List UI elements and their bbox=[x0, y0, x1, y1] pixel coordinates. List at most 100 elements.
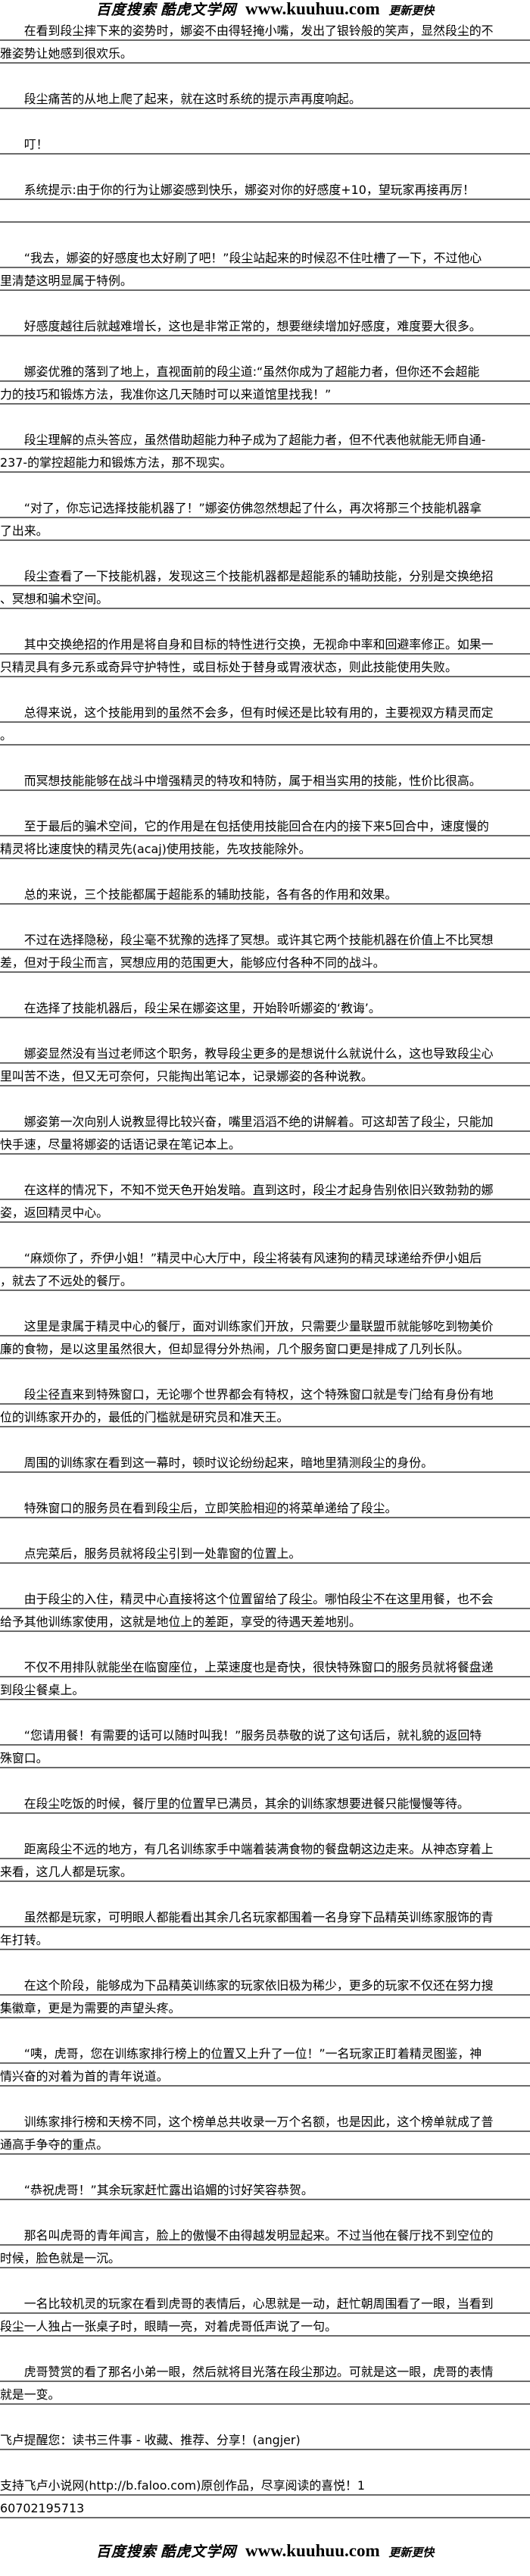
banner-site-name: 酷虎文学网 bbox=[161, 2543, 237, 2560]
text-line: 姿，返回精灵中心。 bbox=[0, 1200, 530, 1223]
paragraph: 特殊窗口的服务员在看到段尘后，立即笑脸相迎的将菜单递给了段尘。 bbox=[0, 1496, 530, 1518]
paragraph: 总的来说，三个技能都属于超能系的辅助技能，各有各的作用和效果。 bbox=[0, 882, 530, 905]
text-line: 这里是隶属于精灵中心的餐厅，面对训练家们开放，只需要少量联盟币就能够吃到物美价 bbox=[0, 1314, 530, 1336]
text-line: 飞卢提醒您：读书三件事 - 收藏、推荐、分享！(angjer) bbox=[0, 2428, 530, 2450]
paragraph: 总得来说，这个技能用到的虽然不会多，但有时候还是比较有用的，主要视双方精灵而定。 bbox=[0, 700, 530, 746]
text-line: “恭祝虎哥！”其余玩家赶忙露出谄媚的讨好笑容恭贺。 bbox=[0, 2177, 530, 2200]
paragraph: 虽然都是玩家，可明眼人都能看出其余几名玩家都围着一名身穿下品精英训练家服饰的青年… bbox=[0, 1905, 530, 1950]
text-line: “您请用餐！有需要的话可以随时叫我！”服务员恭敬的说了这句话后，就礼貌的返回特 bbox=[0, 1723, 530, 1746]
banner-slogan: 更新更快 bbox=[388, 4, 435, 17]
text-line: 娜姿第一次向别人说教显得比较兴奋，嘴里滔滔不绝的讲解着。可这却苦了段尘，只能加 bbox=[0, 1109, 530, 1132]
paragraph: “我去，娜姿的好感度也太好刷了吧！”段尘站起来的时候忍不住吐槽了一下，不过他心里… bbox=[0, 245, 530, 291]
text-line: 虽然都是玩家，可明眼人都能看出其余几名玩家都围着一名身穿下品精英训练家服饰的青 bbox=[0, 1905, 530, 1927]
text-line: 了出来。 bbox=[0, 518, 530, 541]
site-banner-bottom: 百度搜索 酷虎文学网 www.kuuhuu.com 更新更快 bbox=[0, 2541, 530, 2561]
paragraph: 叮！ bbox=[0, 132, 530, 155]
paragraph: 由于段尘的入住，精灵中心直接将这个位置留给了段尘。哪怕段尘不在这里用餐，也不会给… bbox=[0, 1587, 530, 1632]
text-line: 、冥想和骗术空间。 bbox=[0, 586, 530, 609]
text-line: “我去，娜姿的好感度也太好刷了吧！”段尘站起来的时候忍不住吐槽了一下，不过他心 bbox=[0, 245, 530, 268]
text-line: 在看到段尘摔下来的姿势时，娜姿不由得轻掩小嘴，发出了银铃般的笑声，显然段尘的不 bbox=[0, 18, 530, 41]
paragraph: 其中交换绝招的作用是将自身和目标的特性进行交换，无视命中率和回避率修正。如果一只… bbox=[0, 632, 530, 677]
text-line: 在段尘吃饭的时候，餐厅里的位置早已满员，其余的训练家想要进餐只能慢慢等待。 bbox=[0, 1791, 530, 1814]
text-line: 叮！ bbox=[0, 132, 530, 155]
text-line: 特殊窗口的服务员在看到段尘后，立即笑脸相迎的将菜单递给了段尘。 bbox=[0, 1496, 530, 1518]
text-line: 快手速，尽量将娜姿的话语记录在笔记本上。 bbox=[0, 1132, 530, 1155]
paragraph: “恭祝虎哥！”其余玩家赶忙露出谄媚的讨好笑容恭贺。 bbox=[0, 2177, 530, 2200]
text-line: “咦，虎哥，您在训练家排行榜上的位置又上升了一位！”一名玩家正盯着精灵图鉴，神 bbox=[0, 2041, 530, 2064]
chapter-content: 在看到段尘摔下来的姿势时，娜姿不由得轻掩小嘴，发出了银铃般的笑声，显然段尘的不雅… bbox=[0, 18, 530, 2518]
text-line: 力的技巧和锻炼方法，我准你这几天随时可以来道馆里找我！” bbox=[0, 382, 530, 405]
paragraph: 在选择了技能机器后，段尘呆在娜姿这里，开始聆听娜姿的‘教诲’。 bbox=[0, 996, 530, 1018]
text-line: 集徽章，更是为需要的声望头疼。 bbox=[0, 1996, 530, 2018]
banner-site-url[interactable]: www.kuuhuu.com bbox=[245, 0, 380, 18]
text-line: 娜姿显然没有当过老师这个职务，教导段尘更多的是想说什么就说什么，这也导致段尘心 bbox=[0, 1041, 530, 1064]
paragraph: 娜姿优雅的落到了地上，直视面前的段尘道:“虽然你成为了超能力者，但你还不会超能力… bbox=[0, 359, 530, 405]
text-line: “对了，你忘记选择技能机器了！”娜姿仿佛忽然想起了什么，再次将那三个技能机器拿 bbox=[0, 496, 530, 518]
text-line: 段尘痛苦的从地上爬了起来，就在这时系统的提示声再度响起。 bbox=[0, 86, 530, 109]
text-line: 不过在选择隐秘，段尘毫不犹豫的选择了冥想。或许其它两个技能机器在价值上不比冥想 bbox=[0, 927, 530, 950]
site-banner-top: 百度搜索 酷虎文学网 www.kuuhuu.com 更新更快 bbox=[0, 0, 530, 18]
paragraph: 点完菜后，服务员就将段尘引到一处靠窗的位置上。 bbox=[0, 1541, 530, 1564]
paragraph: 不过在选择隐秘，段尘毫不犹豫的选择了冥想。或许其它两个技能机器在价值上不比冥想差… bbox=[0, 927, 530, 973]
text-line: 60702195713 bbox=[0, 2496, 530, 2518]
text-line: 段尘查看了一下技能机器，发现这三个技能机器都是超能系的辅助技能，分别是交换绝招 bbox=[0, 564, 530, 586]
paragraph: 虎哥赞赏的看了那名小弟一眼，然后就将目光落在段尘那边。可就是这一眼，虎哥的表情就… bbox=[0, 2359, 530, 2405]
text-line: 廉的食物，是以这里虽然很大，但却显得分外热闹，几个服务窗口更是排成了几列长队。 bbox=[0, 1336, 530, 1359]
paragraph: 段尘查看了一下技能机器，发现这三个技能机器都是超能系的辅助技能，分别是交换绝招、… bbox=[0, 564, 530, 609]
paragraph: 在段尘吃饭的时候，餐厅里的位置早已满员，其余的训练家想要进餐只能慢慢等待。 bbox=[0, 1791, 530, 1814]
text-line bbox=[0, 200, 530, 223]
text-line: 总的来说，三个技能都属于超能系的辅助技能，各有各的作用和效果。 bbox=[0, 882, 530, 905]
text-line: 给予其他训练家使用，这就是地位上的差距，享受的待遇天差地别。 bbox=[0, 1609, 530, 1632]
text-line: 就是一变。 bbox=[0, 2382, 530, 2405]
paragraph: 在这样的情况下，不知不觉天色开始发暗。直到这时，段尘才起身告别依旧兴致勃勃的娜姿… bbox=[0, 1177, 530, 1223]
text-line: 点完菜后，服务员就将段尘引到一处靠窗的位置上。 bbox=[0, 1541, 530, 1564]
text-line: 差，但对于段尘而言，冥想应用的范围更大，能够应付各种不同的战斗。 bbox=[0, 950, 530, 973]
text-line: 系统提示:由于你的行为让娜姿感到快乐，娜姿对你的好感度+10，望玩家再接再厉！ bbox=[0, 177, 530, 200]
text-line: 好感度越往后就越难增长，这也是非常正常的，想要继续增加好感度，难度要大很多。 bbox=[0, 314, 530, 336]
paragraph: 这里是隶属于精灵中心的餐厅，面对训练家们开放，只需要少量联盟币就能够吃到物美价廉… bbox=[0, 1314, 530, 1359]
paragraph: 段尘理解的点头答应，虽然借助超能力种子成为了超能力者，但不代表他就能无师自通- 2… bbox=[0, 427, 530, 473]
text-line: 里叫苦不迭，但又无可奈何，只能掏出笔记本，记录娜姿的各种说教。 bbox=[0, 1064, 530, 1086]
paragraph: “麻烦你了，乔伊小姐！”精灵中心大厅中，段尘将装有风速狗的精灵球递给乔伊小姐后，… bbox=[0, 1246, 530, 1291]
paragraph: 不仅不用排队就能坐在临窗座位，上菜速度也是奇快，很快特殊窗口的服务员就将餐盘递到… bbox=[0, 1655, 530, 1700]
paragraph: 飞卢提醒您：读书三件事 - 收藏、推荐、分享！(angjer) bbox=[0, 2428, 530, 2450]
text-line: 段尘理解的点头答应，虽然借助超能力种子成为了超能力者，但不代表他就能无师自通- bbox=[0, 427, 530, 450]
text-line: “麻烦你了，乔伊小姐！”精灵中心大厅中，段尘将装有风速狗的精灵球递给乔伊小姐后 bbox=[0, 1246, 530, 1268]
paragraph: 在看到段尘摔下来的姿势时，娜姿不由得轻掩小嘴，发出了银铃般的笑声，显然段尘的不雅… bbox=[0, 18, 530, 64]
text-line: 虎哥赞赏的看了那名小弟一眼，然后就将目光落在段尘那边。可就是这一眼，虎哥的表情 bbox=[0, 2359, 530, 2382]
text-line: 支持飞卢小说网(http://b.faloo.com)原创作品，尽享阅读的喜悦！… bbox=[0, 2473, 530, 2496]
paragraph: 距离段尘不远的地方，有几名训练家手中端着装满食物的餐盘朝这边走来。从神态穿着上来… bbox=[0, 1837, 530, 1882]
text-line: 时候，脸色就是一沉。 bbox=[0, 2246, 530, 2268]
text-line: ，就去了不远处的餐厅。 bbox=[0, 1268, 530, 1291]
text-line: 段尘一人独占一张桌子时，眼睛一亮，对着虎哥低声说了一句。 bbox=[0, 2314, 530, 2337]
text-line: 年打转。 bbox=[0, 1927, 530, 1950]
paragraph: 娜姿第一次向别人说教显得比较兴奋，嘴里滔滔不绝的讲解着。可这却苦了段尘，只能加快… bbox=[0, 1109, 530, 1155]
text-line: 不仅不用排队就能坐在临窗座位，上菜速度也是奇快，很快特殊窗口的服务员就将餐盘递 bbox=[0, 1655, 530, 1677]
paragraph: 那名叫虎哥的青年闻言，脸上的傲慢不由得越发明显起来。不过当他在餐厅找不到空位的时… bbox=[0, 2223, 530, 2268]
text-line: 那名叫虎哥的青年闻言，脸上的傲慢不由得越发明显起来。不过当他在餐厅找不到空位的 bbox=[0, 2223, 530, 2246]
banner-search-text: 百度搜索 bbox=[95, 2, 157, 18]
text-line: 娜姿优雅的落到了地上，直视面前的段尘道:“虽然你成为了超能力者，但你还不会超能 bbox=[0, 359, 530, 382]
paragraph: 娜姿显然没有当过老师这个职务，教导段尘更多的是想说什么就说什么，这也导致段尘心里… bbox=[0, 1041, 530, 1086]
text-line: 至于最后的骗术空间，它的作用是在包括使用技能回合在内的接下来5回合中，速度慢的 bbox=[0, 814, 530, 836]
text-line: 训练家排行榜和天榜不同，这个榜单总共收录一万个名额，也是因此，这个榜单就成了普 bbox=[0, 2109, 530, 2132]
banner-site-name: 酷虎文学网 bbox=[161, 2, 237, 18]
banner-search-text: 百度搜索 bbox=[95, 2543, 157, 2560]
banner-slogan: 更新更快 bbox=[388, 2546, 435, 2559]
paragraph: “您请用餐！有需要的话可以随时叫我！”服务员恭敬的说了这句话后，就礼貌的返回特殊… bbox=[0, 1723, 530, 1768]
text-line: 精灵将比速度快的精灵先(acaj)使用技能，先攻技能除外。 bbox=[0, 836, 530, 859]
text-line: 里清楚这明显属于特例。 bbox=[0, 268, 530, 291]
text-line: 段尘径直来到特殊窗口，无论哪个世界都会有特权，这个特殊窗口就是专门给有身份有地 bbox=[0, 1382, 530, 1405]
paragraph: 至于最后的骗术空间，它的作用是在包括使用技能回合在内的接下来5回合中，速度慢的精… bbox=[0, 814, 530, 859]
text-line: 位的训练家开办的，最低的门槛就是研究员和准天王。 bbox=[0, 1405, 530, 1427]
paragraph: 而冥想技能能够在战斗中增强精灵的特攻和特防，属于相当实用的技能，性价比很高。 bbox=[0, 768, 530, 791]
paragraph: 训练家排行榜和天榜不同，这个榜单总共收录一万个名额，也是因此，这个榜单就成了普通… bbox=[0, 2109, 530, 2155]
text-line: 在这样的情况下，不知不觉天色开始发暗。直到这时，段尘才起身告别依旧兴致勃勃的娜 bbox=[0, 1177, 530, 1200]
banner-site-url[interactable]: www.kuuhuu.com bbox=[245, 2541, 380, 2560]
text-line: 来看，这几人都是玩家。 bbox=[0, 1859, 530, 1882]
text-line: 到段尘餐桌上。 bbox=[0, 1677, 530, 1700]
paragraph: 好感度越往后就越难增长，这也是非常正常的，想要继续增加好感度，难度要大很多。 bbox=[0, 314, 530, 336]
text-line: 其中交换绝招的作用是将自身和目标的特性进行交换，无视命中率和回避率修正。如果一 bbox=[0, 632, 530, 655]
paragraph: 段尘痛苦的从地上爬了起来，就在这时系统的提示声再度响起。 bbox=[0, 86, 530, 109]
paragraph: 周围的训练家在看到这一幕时，顿时议论纷纷起来，暗地里猜测段尘的身份。 bbox=[0, 1450, 530, 1473]
